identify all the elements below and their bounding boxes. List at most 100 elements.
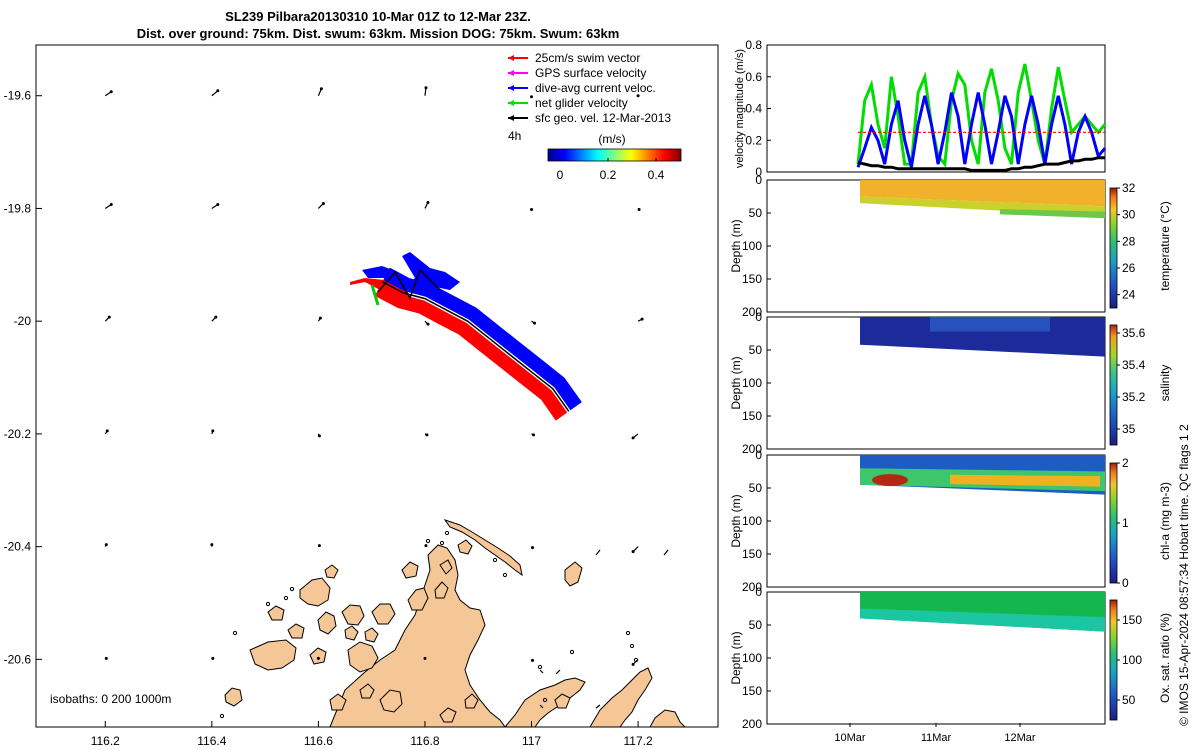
colorbar-tick-label: 1: [1122, 516, 1129, 530]
salinity-surface-layer: [930, 317, 1050, 332]
legend-label: dive-avg current veloc.: [535, 81, 656, 95]
colorbar-tick-label: 0.2: [600, 168, 617, 182]
geo-velocity-arrowhead: [632, 663, 635, 666]
geo-velocity-arrowhead: [638, 208, 641, 211]
depth-tick-label: 200: [742, 717, 762, 731]
geo-velocity-arrowhead: [216, 203, 219, 206]
geo-velocity-arrowhead: [641, 318, 644, 321]
time-tick-label: 12Mar: [1004, 732, 1036, 744]
geo-velocity-arrowhead: [530, 95, 533, 98]
depth-tick-label: 100: [742, 651, 762, 665]
geo-velocity-arrowhead: [532, 433, 535, 436]
profile-panel-oxygen: 0 50 100 150 200 Depth (m) 50 100 150 Ox. sat. ra…: [729, 585, 1172, 731]
geo-velocity-arrowhead: [106, 429, 109, 432]
legend-label: sfc geo. vel. 12-Mar-2013: [535, 111, 671, 125]
depth-axis-label: Depth (m): [729, 356, 743, 409]
depth-tick-label: 150: [742, 684, 762, 698]
geo-velocity-arrowhead: [426, 323, 429, 326]
depth-axis-label: Depth (m): [729, 631, 743, 684]
depth-tick-label: 150: [742, 409, 762, 423]
colorbar-tick-label: 35: [1122, 422, 1136, 436]
geo-velocity-arrowhead: [533, 322, 536, 325]
map-frame: [36, 45, 718, 727]
velocity-ytick-label: 0.6: [745, 70, 762, 84]
depth-tick-label: 50: [749, 481, 763, 495]
colorbar-label: salinity: [1158, 365, 1172, 402]
colorbar-tick-label: 30: [1122, 208, 1136, 222]
colorbar-tick-label: 0.4: [648, 168, 665, 182]
geo-velocity-arrowhead: [108, 316, 111, 319]
velocity-ytick-label: 0.8: [745, 38, 762, 52]
geo-velocity-arrowhead: [216, 89, 219, 92]
geo-velocity-arrowhead: [105, 657, 108, 660]
colorbar-unit-label: (m/s): [598, 132, 625, 146]
geo-velocity-arrowhead: [425, 433, 428, 436]
depth-tick-label: 0: [755, 310, 762, 324]
depth-tick-label: 100: [742, 376, 762, 390]
depth-tick-label: 0: [755, 448, 762, 462]
colorbar-tick-label: 28: [1122, 234, 1136, 248]
colorbar-label: temperature (°C): [1158, 201, 1172, 291]
geo-velocity-arrowhead: [214, 316, 217, 319]
depth-tick-label: 50: [749, 206, 763, 220]
geo-velocity-arrowhead: [423, 657, 426, 660]
legend-label: GPS surface velocity: [535, 66, 646, 80]
depth-tick-label: 50: [749, 618, 763, 632]
geo-velocity-arrowhead: [424, 544, 427, 547]
colorbar-label: Ox. sat. ratio (%): [1158, 613, 1172, 703]
geo-velocity-arrowhead: [530, 208, 533, 211]
depth-tick-label: 50: [749, 343, 763, 357]
profile-colorbar: [1110, 325, 1117, 445]
geo-velocity-arrowhead: [110, 203, 113, 206]
geo-velocity-arrowhead: [531, 546, 534, 549]
depth-tick-label: 0: [755, 585, 762, 599]
colorbar-label: chl-a (mg m-3): [1158, 482, 1172, 560]
depth-tick-label: 100: [742, 514, 762, 528]
colorbar-tick-label: 35.4: [1122, 358, 1146, 372]
geo-velocity-arrowhead: [319, 317, 322, 320]
geo-velocity-arrowhead: [318, 544, 321, 547]
depth-tick-label: 0: [755, 173, 762, 187]
colorbar-tick-label: 100: [1122, 653, 1142, 667]
depth-tick-label: 100: [742, 239, 762, 253]
map-ytick-label: -19.6: [4, 89, 32, 103]
map-xtick-label: 117.2: [624, 734, 653, 748]
geo-velocity-arrowhead: [632, 550, 635, 553]
map-ytick-label: -20.4: [4, 540, 32, 554]
map-xtick-label: 116.8: [410, 734, 439, 748]
map-xtick-label: 117: [522, 734, 541, 748]
geo-velocity-arrowhead: [110, 90, 113, 93]
profile-panel-temperature: 050100150200Depth (m)2426283032temperatu…: [729, 173, 1172, 319]
map-xtick-label: 116.6: [304, 734, 333, 748]
map-ytick-label: -20.2: [4, 427, 32, 441]
map-xtick-label: 116.2: [91, 734, 120, 748]
legend-label: 25cm/s swim vector: [535, 51, 640, 65]
velocity-ytick-label: 0.4: [745, 102, 762, 116]
geo-velocity-arrowhead: [320, 87, 323, 90]
geo-velocity-arrowhead: [105, 543, 108, 546]
title-line1: SL239 Pilbara20130310 10-Mar 01Z to 12-M…: [225, 9, 531, 24]
profile-panel-salinity: 050100150200Depth (m)3535.235.435.6salin…: [729, 310, 1172, 456]
velocity-ytick-label: 0.2: [745, 133, 762, 147]
profile-panel-chl: 0 50 100 150 200 Depth (m) 0 1 2 chl-a (mg m-3): [729, 448, 1172, 594]
title-line2: Dist. over ground: 75km. Dist. swum: 63k…: [137, 26, 620, 41]
legend-label: net glider velocity: [535, 96, 628, 110]
profile-colorbar: [1110, 600, 1117, 720]
map-ytick-label: -20.6: [4, 652, 32, 666]
geo-velocity-arrowhead: [211, 429, 214, 432]
colorbar-tick-label: 35.6: [1122, 326, 1146, 340]
profile-colorbar: [1110, 188, 1117, 308]
profile-colorbar: [1110, 463, 1117, 583]
depth-tick-label: 150: [742, 547, 762, 561]
colorbar-tick-label: 50: [1122, 693, 1136, 707]
chl-high-patch: [872, 474, 908, 486]
geo-velocity-arrowhead: [426, 201, 429, 204]
colorbar-tick-label: 2: [1122, 456, 1129, 470]
geo-velocity-arrowhead: [424, 86, 427, 89]
figure-canvas: 116.2 116.4 116.6 116.8 117 117.2-19.6-19.8-2…: [0, 0, 1200, 750]
colorbar-tick-label: 35.2: [1122, 390, 1146, 404]
footer-credit: © IMOS 15-Apr-2024 08:57:34 Hobart time.…: [1177, 424, 1191, 726]
geo-velocity-arrowhead: [632, 436, 635, 439]
geo-velocity-arrowhead: [211, 657, 214, 660]
velocity-ylabel: velocity magnitude (m/s): [734, 49, 746, 168]
